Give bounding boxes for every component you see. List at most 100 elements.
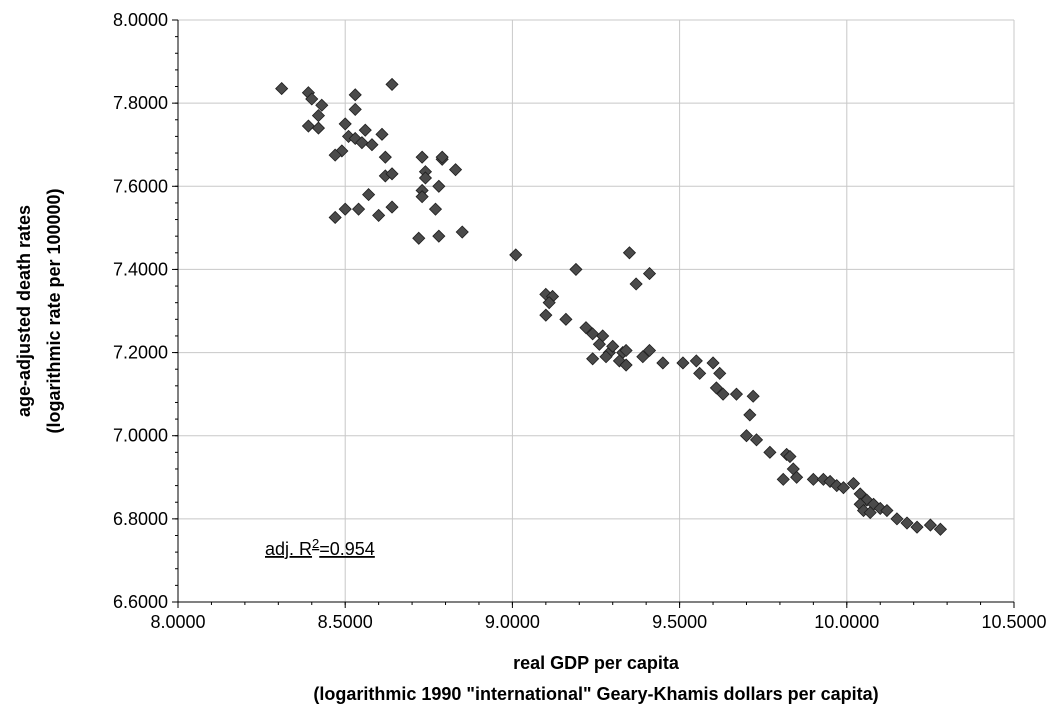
data-point: [713, 366, 727, 380]
data-point: [355, 136, 369, 150]
data-point: [709, 381, 723, 395]
data-point: [716, 387, 730, 401]
data-point: [619, 343, 633, 358]
data-point: [642, 343, 657, 358]
data-point: [348, 102, 362, 116]
data-point: [806, 472, 820, 486]
y-tick-label: 7.0000: [113, 426, 168, 446]
data-point: [693, 366, 707, 380]
data-point: [509, 248, 523, 262]
data-point: [739, 429, 754, 443]
data-point: [385, 200, 399, 214]
data-point: [749, 433, 764, 447]
data-point: [656, 356, 670, 370]
data-point: [836, 481, 851, 495]
y-axis-subtitle: (logarithmic rate per 100000): [44, 188, 64, 433]
data-point: [776, 472, 790, 486]
data-point: [385, 77, 399, 92]
data-point: [846, 476, 861, 491]
data-point: [910, 520, 924, 534]
x-tick-label: 8.5000: [318, 612, 373, 632]
data-point: [579, 321, 593, 335]
data-point: [455, 225, 469, 239]
data-point: [418, 171, 433, 185]
axes: [172, 19, 1015, 608]
data-point: [706, 356, 720, 370]
y-tick-labels: 6.6000 6.8000 7.0000 7.2000 7.4000 7.6000 7.80…: [113, 10, 168, 612]
data-point: [338, 117, 352, 131]
data-point: [305, 92, 319, 106]
data-point: [746, 389, 760, 403]
data-point: [729, 387, 744, 401]
data-point: [606, 339, 620, 353]
data-point: [362, 188, 376, 202]
y-tick-label: 7.6000: [113, 176, 168, 196]
y-tick-label: 7.4000: [113, 259, 168, 279]
data-point: [358, 123, 372, 137]
data-point: [619, 358, 633, 372]
x-tick-label: 8.0000: [150, 612, 205, 632]
data-point: [328, 210, 342, 225]
data-point: [592, 337, 606, 351]
data-point: [428, 202, 443, 216]
y-axis-title: age-adjusted death rates: [14, 205, 34, 417]
y-tick-label: 6.8000: [113, 509, 168, 529]
data-point: [432, 179, 446, 193]
data-point: [539, 308, 553, 322]
r-squared-annotation: adj. R2=0.954: [265, 536, 375, 560]
data-point: [352, 202, 366, 216]
data-point: [448, 163, 463, 177]
y-tick-label: 7.2000: [113, 343, 168, 363]
data-point: [923, 518, 937, 532]
data-point: [432, 229, 446, 243]
data-point: [586, 352, 600, 366]
data-point: [783, 449, 797, 464]
data-point: [689, 354, 703, 368]
data-point: [542, 296, 556, 310]
data-point: [375, 127, 389, 141]
y-tick-label: 7.8000: [113, 93, 168, 113]
data-point: [338, 202, 352, 216]
gridlines: [178, 19, 1015, 602]
y-tick-label: 8.0000: [113, 10, 168, 30]
data-point: [636, 350, 650, 364]
data-point: [676, 356, 690, 370]
data-point: [311, 121, 326, 135]
data-point: [790, 470, 804, 484]
x-axis-subtitle: (logarithmic 1990 "international" Geary-…: [313, 684, 878, 704]
data-point: [559, 312, 573, 326]
data-point: [385, 167, 399, 181]
data-point: [763, 445, 777, 459]
data-point: [933, 522, 947, 536]
x-tick-label: 9.0000: [485, 612, 540, 632]
data-point: [301, 119, 315, 133]
data-point: [412, 231, 426, 245]
data-point: [863, 506, 877, 520]
data-point: [629, 277, 643, 291]
data-point: [599, 350, 613, 364]
x-tick-label: 10.0000: [814, 612, 879, 632]
data-point: [743, 408, 757, 422]
data-point: [372, 208, 386, 222]
data-point: [315, 98, 329, 112]
data-point: [378, 150, 392, 164]
data-points: [275, 77, 947, 536]
data-point: [415, 190, 429, 204]
x-axis-title: real GDP per capita: [513, 653, 680, 673]
data-point: [880, 503, 894, 518]
data-point: [890, 512, 904, 526]
data-point: [586, 327, 600, 341]
x-tick-labels: 8.0000 8.5000 9.0000 9.5000 10.0000 10.5000: [150, 612, 1046, 632]
data-point: [348, 88, 362, 102]
data-point: [642, 267, 657, 281]
data-point: [900, 516, 914, 530]
data-point: [365, 138, 379, 152]
data-point: [328, 148, 342, 162]
x-tick-label: 9.5000: [652, 612, 707, 632]
data-point: [435, 150, 449, 164]
data-point: [622, 246, 637, 260]
data-point: [275, 82, 289, 96]
data-point: [569, 262, 583, 276]
